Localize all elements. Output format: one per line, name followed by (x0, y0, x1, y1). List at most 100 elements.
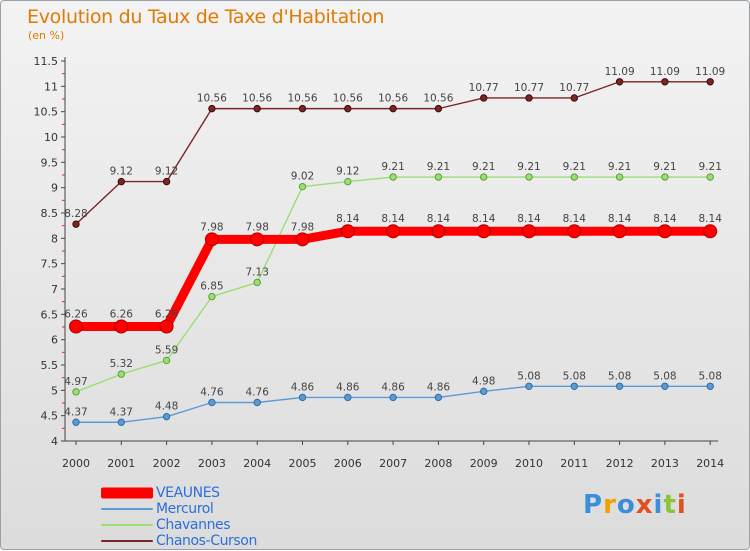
data-point (615, 382, 624, 390)
data-point (72, 418, 80, 426)
data-label: 4.97 (64, 376, 87, 388)
data-point (162, 177, 171, 186)
data-point (253, 278, 261, 287)
data-label: 4.76 (200, 386, 224, 398)
y-tick-label: 7 (51, 283, 58, 296)
data-label: 4.86 (336, 381, 360, 393)
data-point (208, 398, 216, 407)
x-tick-label: 2010 (515, 457, 543, 470)
data-point (208, 104, 216, 113)
data-label: 9.21 (653, 161, 676, 173)
data-point (295, 232, 310, 247)
y-tick-label: 9.5 (41, 156, 59, 169)
data-label: 5.08 (563, 370, 586, 382)
x-tick-label: 2005 (289, 457, 317, 470)
data-point (117, 370, 126, 378)
data-point (525, 94, 533, 102)
x-tick-label: 2011 (560, 457, 588, 470)
legend-label: VEAUNES (156, 485, 220, 501)
data-label: 8.28 (64, 208, 87, 220)
data-point (661, 78, 669, 86)
x-tick-label: 2000 (62, 457, 90, 470)
x-tick-label: 2003 (198, 457, 226, 470)
data-label: 4.86 (291, 381, 315, 393)
legend-swatch-0 (101, 487, 153, 499)
data-point (69, 319, 83, 334)
legend-swatch-2 (101, 524, 153, 526)
data-label: 11.09 (650, 66, 680, 78)
data-label: 9.12 (155, 166, 178, 178)
x-tick-label: 2001 (107, 457, 135, 470)
x-tick-label: 2013 (651, 457, 679, 470)
x-tick-label: 2012 (606, 457, 634, 470)
data-label: 10.56 (333, 93, 363, 105)
data-point (72, 220, 80, 228)
data-label: 6.26 (64, 308, 88, 320)
data-point (615, 78, 624, 86)
data-label: 6.85 (200, 281, 223, 293)
data-label: 4.98 (472, 375, 495, 387)
data-label: 9.21 (699, 161, 722, 173)
y-tick-label: 8.5 (41, 207, 59, 220)
data-point (340, 224, 355, 239)
data-label: 4.86 (427, 381, 451, 393)
data-point (159, 319, 174, 334)
x-tick-label: 2014 (696, 457, 724, 470)
data-label: 11.09 (605, 66, 635, 78)
data-label: 8.14 (563, 213, 587, 225)
data-label: 6.26 (155, 308, 179, 320)
data-label: 9.21 (517, 161, 540, 173)
y-tick-label: 11 (44, 80, 58, 93)
data-point (117, 177, 126, 186)
data-point (208, 292, 216, 301)
y-tick-label: 4.5 (41, 410, 59, 423)
y-tick-label: 5.5 (41, 359, 59, 372)
data-point (480, 387, 488, 396)
data-label: 10.77 (559, 82, 589, 94)
data-point (615, 173, 624, 181)
data-label: 8.14 (472, 213, 496, 225)
data-label: 7.98 (200, 221, 223, 233)
y-unit-label: (en %) (28, 29, 65, 42)
legend-label: Chavannes (156, 517, 231, 533)
data-label: 8.14 (608, 213, 632, 225)
legend-swatch-3 (101, 540, 153, 542)
data-label: 10.56 (242, 93, 272, 105)
data-label: 9.02 (291, 171, 314, 183)
y-tick-label: 10.5 (34, 106, 59, 119)
data-label: 11.09 (695, 66, 725, 78)
data-point (480, 173, 488, 181)
data-point (661, 173, 669, 181)
data-point (386, 224, 401, 239)
data-label: 7.98 (291, 221, 314, 233)
data-label: 5.08 (608, 370, 631, 382)
x-tick-label: 2007 (379, 457, 407, 470)
data-point (389, 393, 397, 402)
data-point (706, 382, 714, 390)
data-point (114, 319, 129, 334)
data-point (661, 382, 669, 390)
data-label: 5.08 (699, 370, 722, 382)
data-point (431, 224, 446, 239)
data-label: 4.48 (155, 401, 178, 413)
data-label: 8.14 (699, 213, 723, 225)
data-label: 10.56 (423, 93, 453, 105)
y-tick-label: 11.5 (34, 55, 59, 68)
data-label: 5.08 (517, 370, 540, 382)
logo-letter: o (616, 490, 636, 520)
data-point (250, 232, 265, 247)
data-point (434, 393, 443, 402)
y-tick-label: 10 (44, 131, 58, 144)
data-point (434, 173, 443, 181)
data-label: 4.76 (246, 386, 270, 398)
y-tick-label: 5 (51, 384, 58, 397)
data-label: 4.37 (64, 406, 87, 418)
data-point (162, 356, 171, 365)
data-label: 5.32 (110, 358, 133, 370)
logo-letter: x (635, 490, 654, 520)
data-label: 8.14 (517, 213, 541, 225)
data-point (117, 418, 126, 426)
data-label: 5.59 (155, 344, 178, 356)
